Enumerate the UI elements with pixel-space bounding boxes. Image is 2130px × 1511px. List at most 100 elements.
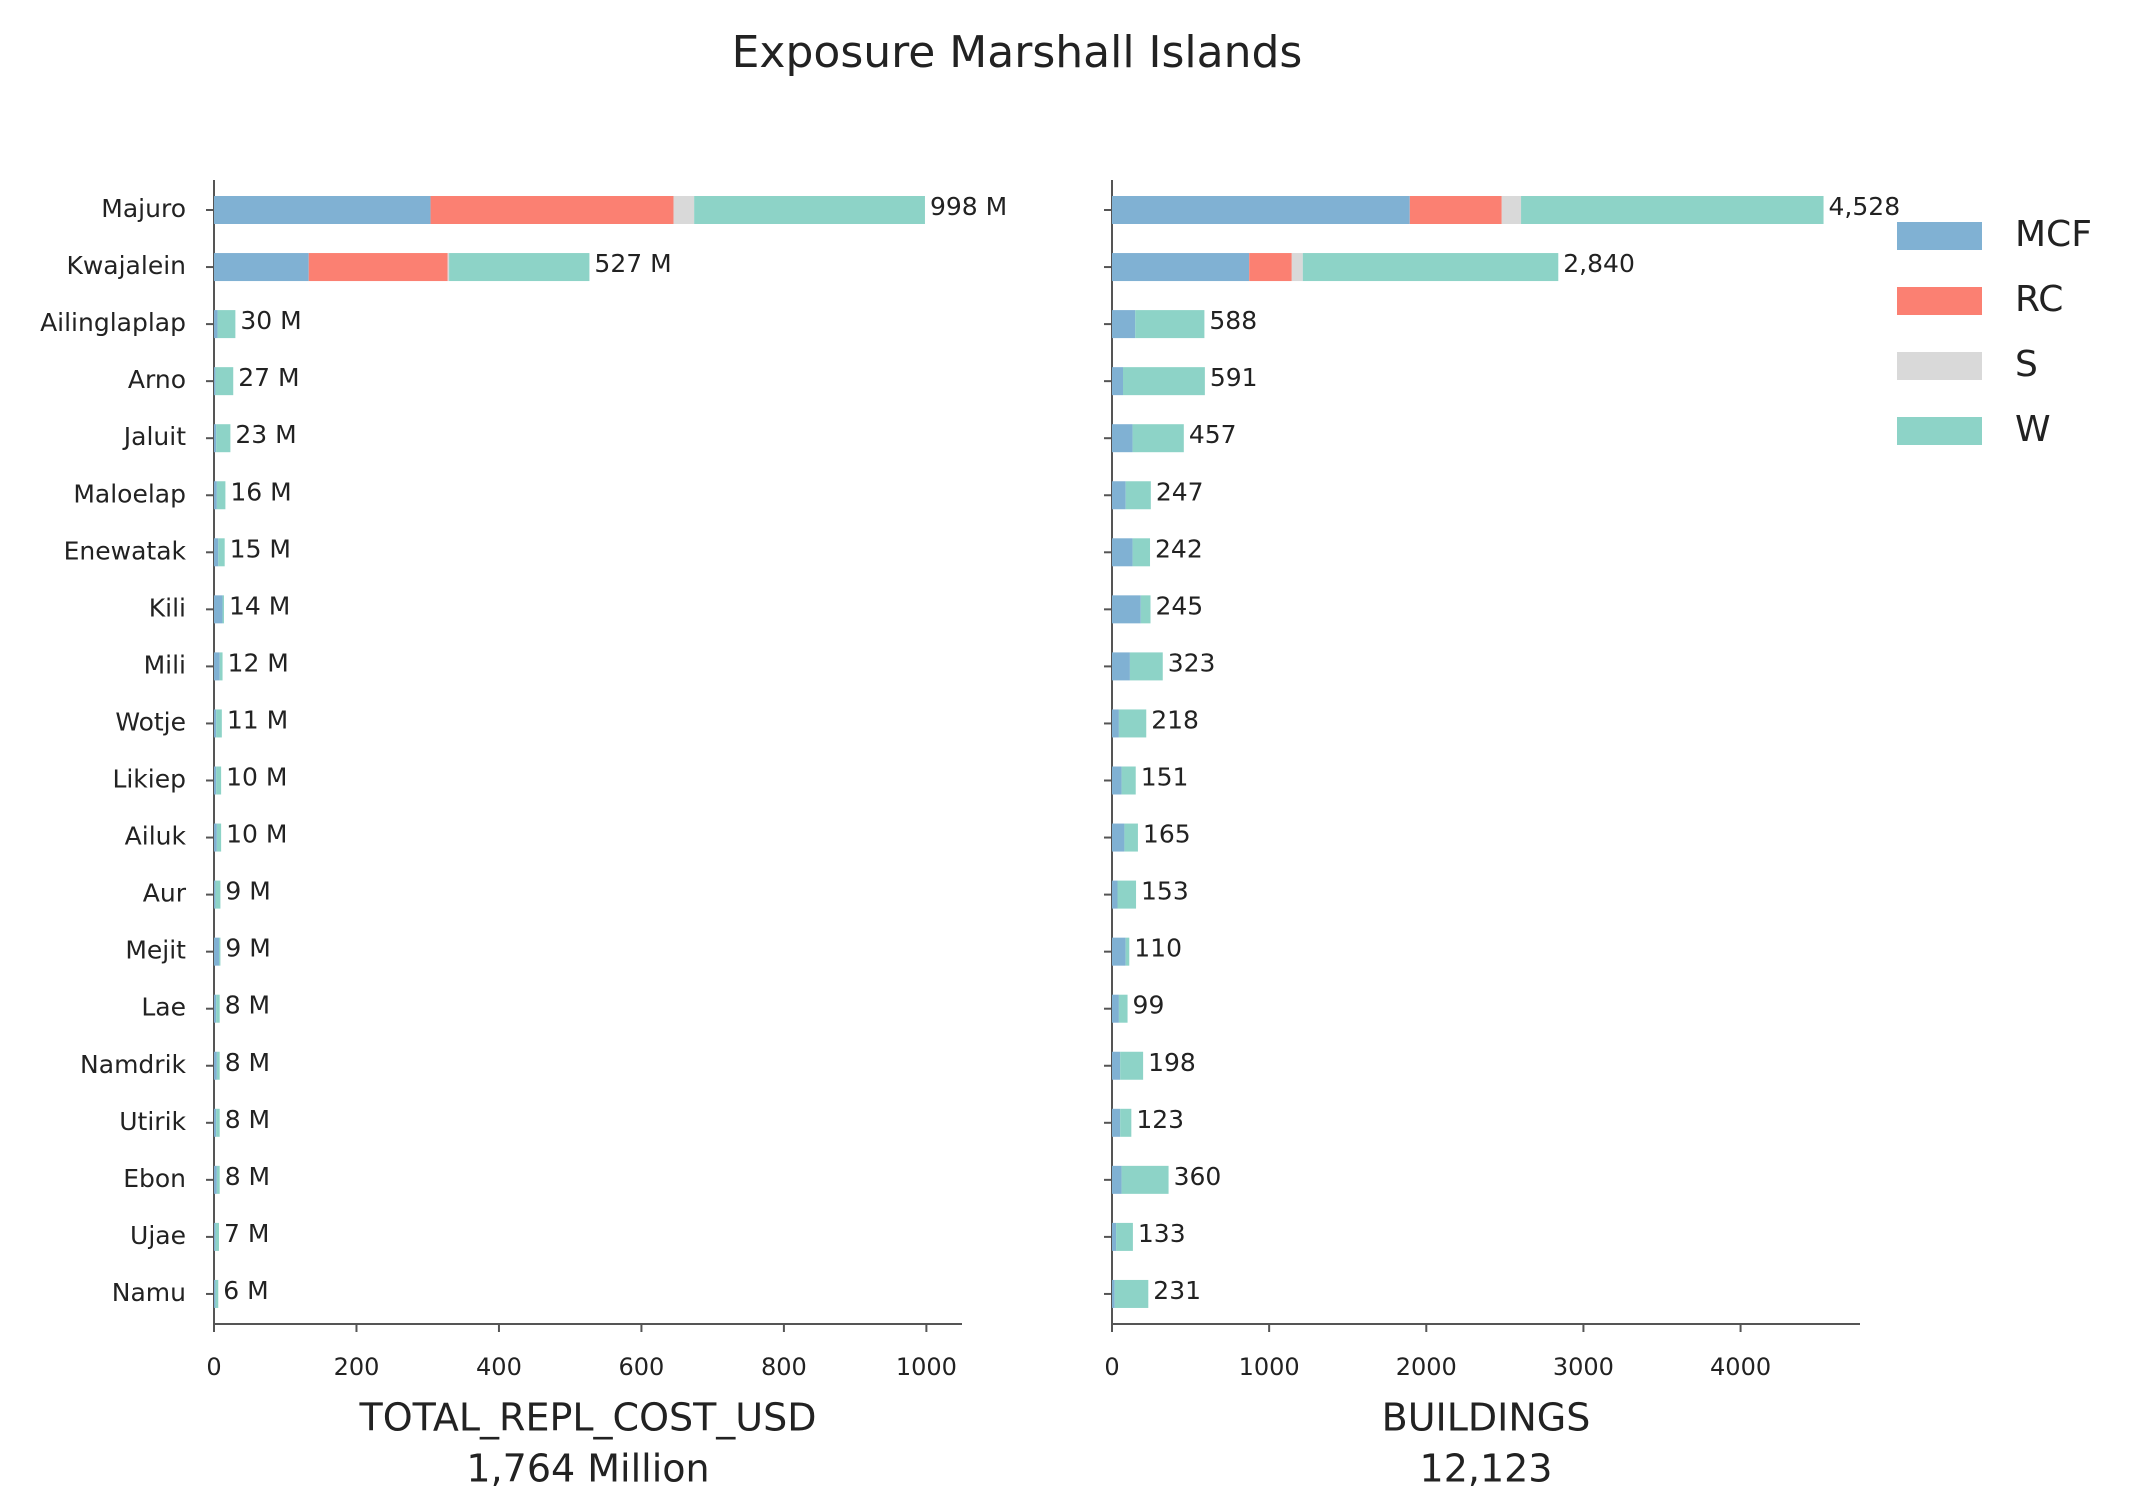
bar-segment [1302,253,1559,282]
y-tick-label: Wotje [115,707,186,736]
total-label: 30 M [240,306,301,335]
bar-segment [1112,310,1136,339]
total-label: 8 M [225,991,270,1020]
bar-segment [214,538,219,567]
total-label: 11 M [227,705,288,734]
bar-segment [1112,1051,1121,1080]
bar-segment [214,367,216,396]
bar-segment [214,709,217,738]
bar-segment [1112,196,1410,224]
y-tick-label: Kwajalein [66,251,186,280]
y-tick-label: Aur [143,879,187,908]
bar-segment [1112,424,1133,453]
bar-segment [216,994,220,1023]
total-label: 2,840 [1563,249,1635,278]
bar-segment [214,253,309,282]
y-tick-label: Mili [144,650,186,679]
x-tick-label: 0 [206,1353,221,1381]
total-label: 4,528 [1829,192,1901,221]
y-tick-label: Ailuk [125,822,187,851]
bar-segment [214,994,217,1023]
bar-segment [218,538,225,567]
x-axis-label: BUILDINGS [1382,1396,1591,1440]
bar-segment [1125,481,1151,510]
y-tick-label: Lae [141,993,186,1022]
bar-segment [216,1165,220,1194]
total-label: 7 M [224,1219,269,1248]
bar-segment [1123,367,1205,396]
total-label: 198 [1148,1048,1196,1077]
legend-swatch [1897,287,1982,315]
bar-segment [216,1051,220,1080]
y-tick-label: Arno [128,365,186,394]
bar-segment [449,253,590,282]
legend-swatch [1897,417,1982,445]
bar-segment [1291,253,1303,282]
bar-segment [214,1165,217,1194]
total-label: 153 [1141,877,1189,906]
total-label: 110 [1134,934,1182,963]
y-tick-label: Majuro [101,194,186,223]
bar-segment [215,367,234,396]
legend-label: MCF [2015,214,2092,255]
bar-segment [1121,766,1136,795]
bar-segment [1112,766,1122,795]
bar-segment [216,766,222,795]
bar-segment [214,937,219,966]
bar-segment [216,823,222,852]
y-tick-label: Jaluit [122,422,186,451]
bar-segment [1129,652,1163,681]
x-axis-sublabel: 12,123 [1420,1447,1553,1491]
bar-segment [218,937,221,966]
x-tick-label: 800 [761,1353,807,1381]
bar-segment [214,652,220,681]
total-label: 457 [1189,420,1237,449]
x-tick-label: 4000 [1710,1353,1771,1381]
bar-segment [1118,709,1147,738]
bar-segment [1116,1222,1133,1251]
bar-segment [1112,994,1119,1023]
total-label: 23 M [235,420,296,449]
total-label: 165 [1143,820,1191,849]
bar-segment [216,481,226,510]
total-label: 123 [1136,1105,1184,1134]
y-tick-label: Ujae [130,1221,186,1250]
y-tick-label: Ebon [123,1164,186,1193]
bar-segment [1112,1165,1122,1194]
bar-segment [214,424,217,453]
total-label: 323 [1168,648,1216,677]
bar-segment [217,310,236,339]
y-tick-label: Namu [112,1278,186,1307]
total-label: 9 M [225,934,270,963]
figure-title: Exposure Marshall Islands [732,27,1303,78]
total-label: 99 [1133,991,1165,1020]
bar-segment [1112,937,1126,966]
legend-label: W [2015,409,2051,450]
total-label: 218 [1151,705,1199,734]
bar-segment [694,196,925,224]
y-tick-label: Utirik [119,1107,186,1136]
legend-label: RC [2015,279,2063,320]
total-label: 9 M [225,877,270,906]
total-label: 12 M [228,648,289,677]
bar-segment [1501,196,1522,224]
bar-segment [1114,1279,1149,1308]
bar-segment [1132,538,1151,567]
x-axis-sublabel: 1,764 Million [466,1447,709,1491]
bar-segment [1140,595,1151,624]
total-label: 27 M [238,363,299,392]
bar-segment [1521,196,1824,224]
bar-segment [1112,823,1125,852]
total-label: 591 [1210,363,1258,392]
bar-segment [215,880,221,909]
bar-segment [214,1222,216,1251]
bar-segment [215,1222,219,1251]
total-label: 15 M [230,534,291,563]
total-label: 16 M [230,477,291,506]
bar-segment [214,1051,217,1080]
y-tick-label: Likiep [112,765,186,794]
total-label: 6 M [223,1276,268,1305]
bar-segment [216,1108,220,1137]
total-label: 133 [1138,1219,1186,1248]
bar-segment [1120,1108,1132,1137]
